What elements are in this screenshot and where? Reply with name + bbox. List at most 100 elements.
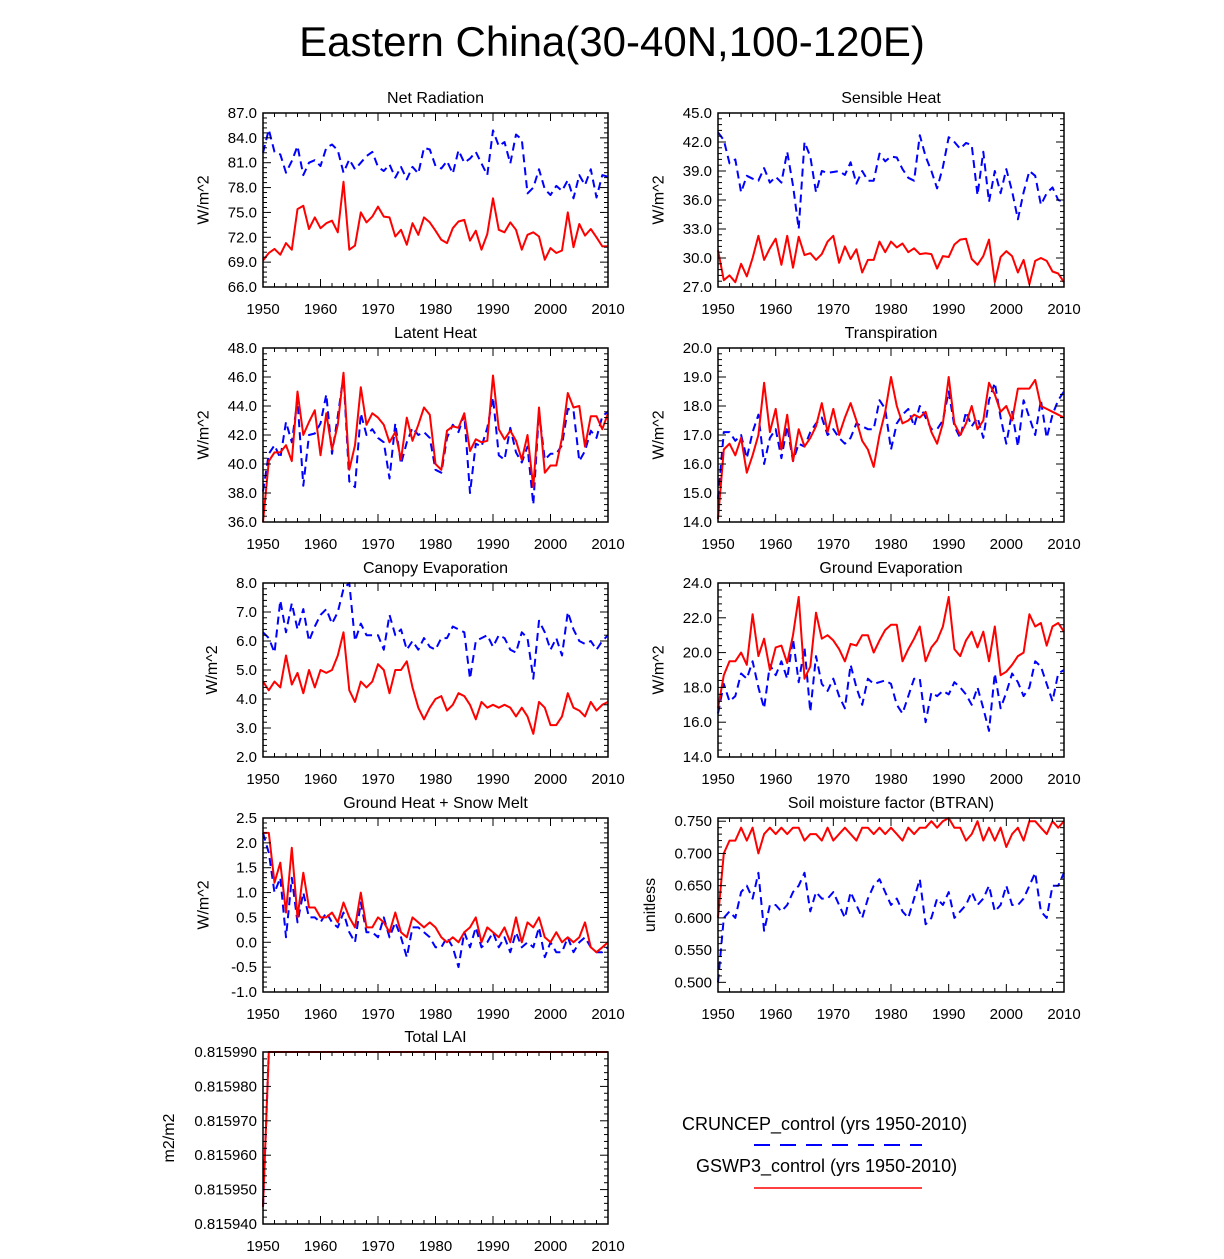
y-tick-label: 19.0 [683,369,712,386]
chart-panel-8: 1950 1960 1970 1980 1990 2000 2010 0.500 0.550 0.… [642,795,1081,1023]
y-tick-label: 8.0 [236,575,257,592]
y-tick-label: 14.0 [683,514,712,531]
y-tick-label: 0.5 [236,909,257,926]
y-tick-label: 0.500 [674,974,712,991]
x-tick-label: 1960 [759,536,792,553]
plot-frame [262,582,609,758]
chart-panel-1: 1950 1960 1970 1980 1990 2000 2010 66.0 69.0 72.0… [196,90,625,318]
x-tick-label: 1980 [874,301,907,318]
x-tick-label: 1980 [419,536,452,553]
y-tick-label: 0.815980 [194,1078,257,1095]
series-line-gswp3 [263,831,609,954]
y-tick-label: 39.0 [683,163,712,180]
y-tick-label: 84.0 [228,130,257,147]
x-tick-label: 1990 [932,771,965,788]
x-tick-label: 1970 [361,771,394,788]
y-tick-label: 3.0 [236,720,257,737]
x-tick-label: 2010 [1047,771,1080,788]
series-line-cruncep [717,131,1065,230]
y-tick-label: 38.0 [228,485,257,502]
legend-label-gswp3: GSWP3_control (yrs 1950-2010) [696,1156,958,1176]
plot-frame [262,112,609,288]
series-line-cruncep [717,871,1065,983]
x-tick-label: 1950 [246,1238,279,1255]
y-tick-label: 69.0 [228,254,257,271]
y-tick-label: 1.0 [236,885,257,902]
y-tick-label: 0.815970 [194,1113,257,1130]
y-tick-label: 16.0 [683,456,712,473]
y-tick-label: 48.0 [228,340,257,357]
x-tick-label: 1980 [874,771,907,788]
x-tick-label: 1970 [361,1238,394,1255]
chart-panel-3: 1950 1960 1970 1980 1990 2000 2010 36.0 38.0 40.0… [196,325,625,553]
x-tick-label: 1950 [246,771,279,788]
y-tick-label: 0.650 [674,878,712,895]
x-tick-label: 1960 [759,1006,792,1023]
plot-frame [262,347,609,523]
panel-title: Ground Evaporation [819,560,962,577]
y-tick-label: 4.0 [236,691,257,708]
chart-panel-9: 1950 1960 1970 1980 1990 2000 2010 0.815940 0.81… [161,1029,624,1255]
y-axis-label: W/m^2 [196,880,213,929]
x-tick-label: 1960 [304,1006,337,1023]
series-line-cruncep [262,128,609,200]
panel-title: Canopy Evaporation [363,560,508,577]
chart-panel-7: 1950 1960 1970 1980 1990 2000 2010 -1.0 -0.5 0.0 0… [196,795,625,1023]
x-tick-label: 1960 [304,536,337,553]
x-tick-label: 1990 [932,301,965,318]
chart-panel-2: 1950 1960 1970 1980 1990 2000 2010 27.0 30.0 33.0… [651,90,1081,318]
series-line-gswp3 [262,180,608,262]
figure-title: Eastern China(30-40N,100-120E) [299,18,925,65]
x-tick-label: 1990 [476,301,509,318]
y-tick-label: 87.0 [228,105,257,122]
y-axis-label: unitless [642,878,659,932]
y-tick-label: 44.0 [228,398,257,415]
x-tick-label: 2000 [990,301,1023,318]
y-tick-label: 0.815960 [194,1147,257,1164]
y-tick-label: 15.0 [683,485,712,502]
y-tick-label: 5.0 [236,662,257,679]
y-tick-label: 18.0 [683,398,712,415]
y-tick-label: 7.0 [236,604,257,621]
x-tick-label: 2010 [1047,1006,1080,1023]
y-tick-label: 2.0 [236,835,257,852]
x-tick-label: 1970 [361,301,394,318]
x-tick-label: 2000 [990,771,1023,788]
x-tick-label: 1960 [304,301,337,318]
y-tick-label: 27.0 [683,279,712,296]
y-tick-label: 45.0 [683,105,712,122]
y-tick-label: 18.0 [683,679,712,696]
panel-title: Ground Heat + Snow Melt [343,795,528,812]
y-axis-label: W/m^2 [196,175,213,224]
y-tick-label: 0.815940 [194,1216,257,1233]
x-tick-label: 2010 [591,1238,624,1255]
x-tick-label: 1950 [246,536,279,553]
y-tick-label: 17.0 [683,427,712,444]
x-tick-label: 1960 [759,301,792,318]
legend-label-cruncep: CRUNCEP_control (yrs 1950-2010) [682,1114,968,1134]
y-axis-label: W/m^2 [651,645,668,694]
panel-title: Soil moisture factor (BTRAN) [788,795,994,812]
x-tick-label: 1990 [932,536,965,553]
y-tick-label: 40.0 [228,456,257,473]
x-tick-label: 2010 [591,536,624,553]
y-axis-label: m2/m2 [161,1113,178,1162]
y-tick-label: 0.815950 [194,1182,257,1199]
x-tick-label: 1980 [419,301,452,318]
x-tick-label: 1950 [246,301,279,318]
series-line-cruncep [717,381,1065,499]
legend-swatch-gswp3 [754,1187,922,1189]
x-tick-label: 1970 [817,536,850,553]
y-tick-label: 66.0 [228,279,257,296]
x-tick-label: 2000 [534,301,567,318]
x-tick-label: 2000 [990,1006,1023,1023]
x-tick-label: 2010 [1047,301,1080,318]
y-tick-label: 0.750 [674,813,712,830]
x-tick-label: 1960 [304,771,337,788]
y-tick-label: 0.700 [674,845,712,862]
y-tick-label: 14.0 [683,749,712,766]
series-line-gswp3 [717,595,1065,709]
x-tick-label: 1950 [246,1006,279,1023]
y-axis-label: W/m^2 [204,645,221,694]
y-tick-label: 72.0 [228,229,257,246]
